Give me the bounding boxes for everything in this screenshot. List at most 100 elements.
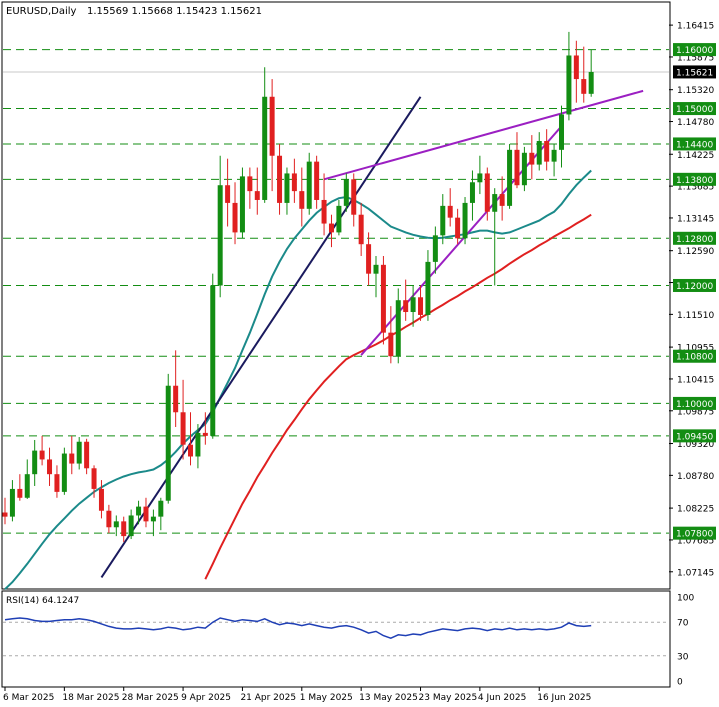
candle-bear: [84, 441, 90, 469]
level-tag-bg: [673, 396, 716, 410]
level-tag-text: 1.12000: [676, 282, 713, 292]
price-tick-label: 1.09875: [677, 407, 714, 417]
time-tick-label: 28 Mar 2025: [122, 693, 179, 703]
candle-bull: [262, 96, 268, 200]
level-tag-bg: [673, 526, 716, 540]
price-tick-label: 1.15875: [677, 53, 714, 63]
candle-bull: [536, 140, 542, 165]
candle-bear: [54, 474, 60, 492]
candle-bull: [336, 205, 342, 233]
time-tick-label: 6 Mar 2025: [3, 693, 54, 703]
candle-bear: [418, 297, 424, 315]
candle-bull: [559, 114, 564, 150]
price-tick-label: 1.10415: [677, 375, 714, 385]
candle-bear: [351, 179, 357, 215]
level-tag-bg: [673, 172, 716, 186]
candle-bear: [180, 412, 186, 445]
ma-fast-line: [4, 169, 592, 590]
candle-bear: [358, 214, 364, 245]
candle-bear: [529, 152, 535, 165]
time-tick-label: 18 Mar 2025: [62, 693, 119, 703]
level-tag-text: 1.09450: [676, 432, 713, 442]
level-tag-text: 1.13800: [676, 176, 713, 186]
candle-bull: [425, 261, 431, 315]
rsi-tick-label: 100: [677, 594, 694, 604]
time-tick-label: 13 May 2025: [359, 693, 418, 703]
price-tick-label: 1.15320: [677, 86, 714, 96]
candle-bear: [254, 191, 260, 200]
candle-bull: [492, 194, 498, 212]
price-tick-label: 1.09320: [677, 440, 714, 450]
candle-bear: [121, 521, 127, 537]
price-tick-label: 1.08780: [677, 472, 714, 482]
price-tick-label: 1.16415: [677, 22, 714, 32]
candle-bear: [314, 161, 320, 200]
price-tick-label: 1.07145: [677, 568, 714, 578]
candle-bull: [76, 441, 82, 464]
candle-bull: [566, 55, 572, 115]
candle-bear: [544, 140, 550, 162]
candle-bear: [269, 96, 275, 156]
candle-bear: [188, 444, 193, 457]
price-tick-label: 1.14225: [677, 151, 714, 161]
candle-bull: [217, 185, 223, 286]
candle-bull: [195, 432, 201, 457]
candle-bear: [380, 264, 386, 333]
rsi-tick-label: 70: [677, 619, 689, 629]
candle-bear: [202, 432, 208, 436]
trendline: [360, 125, 563, 356]
candle-bear: [573, 55, 579, 80]
rsi-indicator: 100 70 30 0: [3, 594, 694, 688]
current-price-tag-bg: [673, 65, 716, 79]
candle-bear: [173, 385, 179, 413]
candle-bear: [366, 244, 372, 274]
candle-bull: [477, 173, 483, 183]
candle-bull: [588, 71, 594, 94]
candle-bear: [17, 488, 23, 498]
rsi-panel-frame: [1, 590, 671, 688]
level-tag-bg: [673, 349, 716, 363]
candle-bull: [210, 285, 216, 436]
level-tag-bg: [673, 231, 716, 245]
candle-bear: [225, 185, 231, 203]
rsi-line: [4, 617, 592, 640]
price-tick-label: 1.14780: [677, 118, 714, 128]
price-tick-label: 1.10955: [677, 344, 714, 354]
candle-bull: [9, 488, 15, 517]
candle-bear: [328, 223, 334, 233]
candle-bull: [551, 149, 557, 162]
candle-bear: [388, 332, 394, 357]
rsi-label: RSI(14) 64.1247: [6, 596, 79, 606]
candle-bull: [136, 506, 142, 516]
candle-bear: [232, 202, 238, 233]
level-tag-text: 1.10800: [676, 353, 713, 363]
trendline: [323, 89, 644, 181]
rsi-tick-label: 30: [677, 652, 689, 662]
level-tag-text: 1.10000: [676, 400, 713, 410]
candle-bull: [507, 149, 513, 206]
candle-bull: [24, 474, 30, 498]
time-axis: 6 Mar 2025 18 Mar 2025 28 Mar 2025 9 Apr 20…: [3, 687, 591, 703]
candle-bull: [32, 450, 38, 475]
candle-bear: [91, 468, 97, 489]
price-tick-label: 1.12590: [677, 247, 714, 257]
horizontal-levels: [3, 49, 669, 534]
candle-bear: [455, 217, 461, 239]
candle-bull: [284, 173, 290, 203]
level-tag-bg: [673, 429, 716, 443]
time-tick-label: 4 Jun 2025: [478, 693, 526, 703]
candle-bull: [306, 161, 312, 209]
candle-bull: [239, 176, 245, 233]
candle-bear: [484, 173, 490, 212]
candle-bear: [98, 488, 104, 511]
candle-bear: [39, 450, 45, 460]
level-tags: 1.16000 1.15000 1.14400 1.13800 1.12800 1.120…: [673, 43, 716, 540]
level-tag-bg: [673, 137, 716, 151]
candle-bear: [299, 191, 305, 209]
candles: [2, 31, 594, 543]
candle-bull: [469, 182, 475, 203]
candle-bull: [343, 179, 349, 206]
chart-title: EURUSD,Daily: [6, 6, 77, 17]
level-tag-bg: [673, 278, 716, 292]
